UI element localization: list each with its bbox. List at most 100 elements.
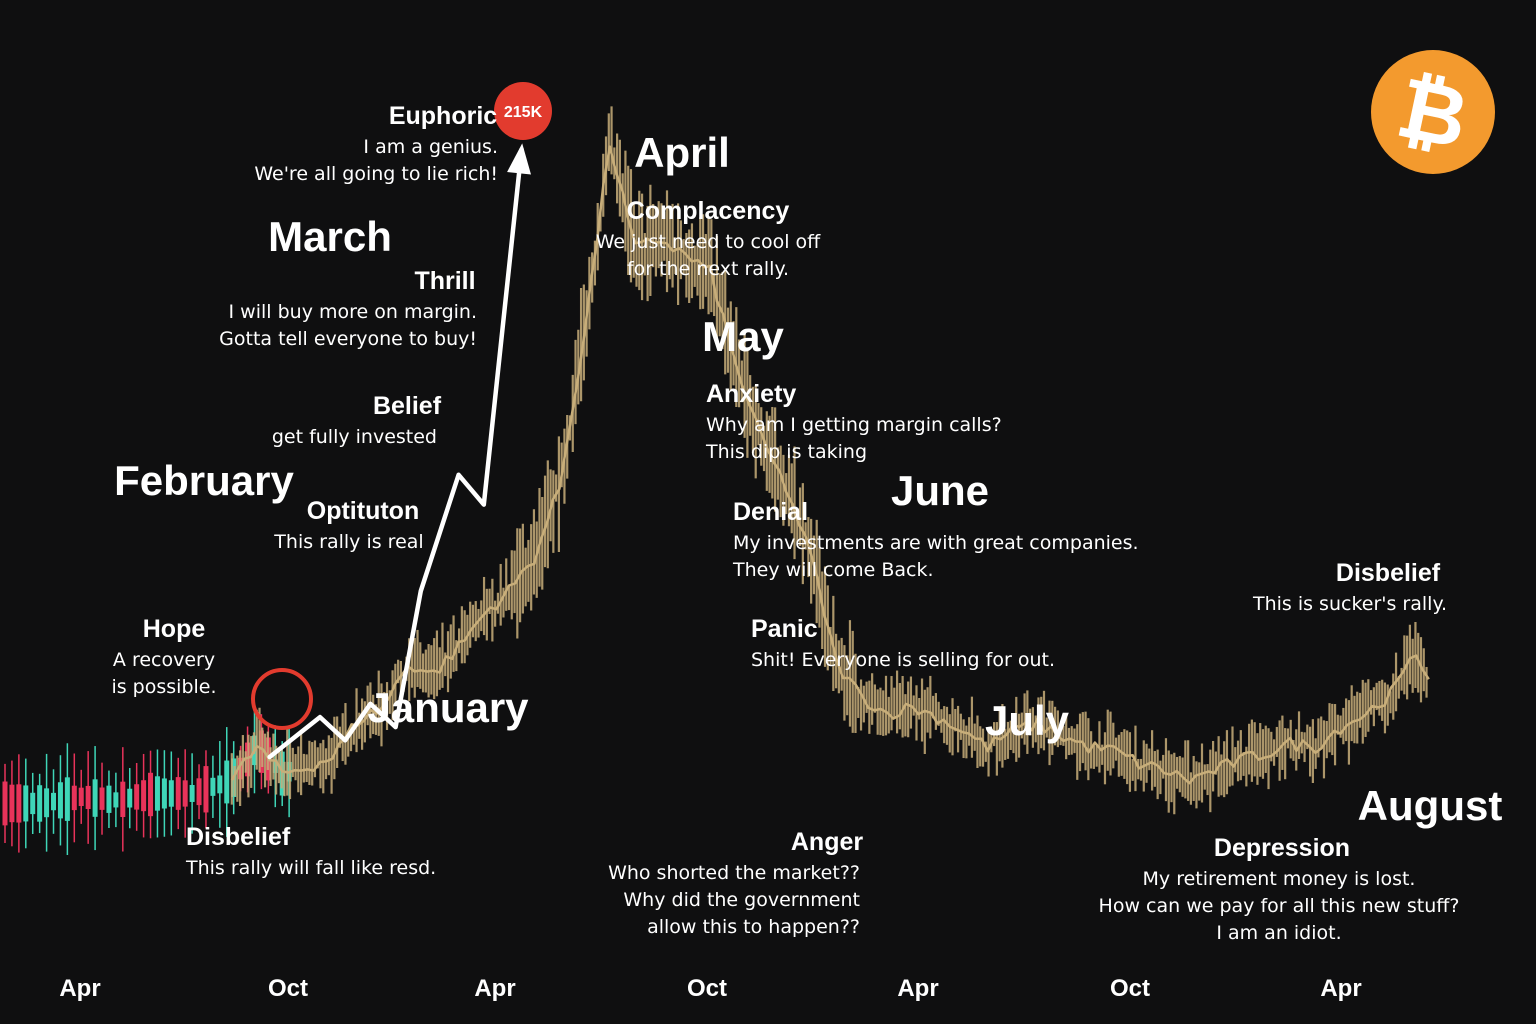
candle [113, 772, 119, 828]
candle-body [210, 777, 216, 796]
candle-body [9, 784, 15, 823]
stage-title: Anger [791, 828, 864, 856]
candle-body [161, 778, 167, 809]
stage-panic: Panic Shit! Everyone is selling for out. [751, 615, 1055, 671]
stage-text-line: My retirement money is lost. [1143, 868, 1416, 890]
candle [44, 753, 50, 852]
month-label-june: June [891, 467, 989, 514]
x-tick-label: Apr [59, 975, 100, 1002]
stage-thrill: Thrill I will buy more on margin. Gotta te… [219, 267, 477, 350]
candle [154, 749, 160, 838]
candle-body [168, 780, 174, 807]
bitcoin-logo: ₿ [1371, 50, 1495, 174]
candle-body [182, 780, 188, 807]
candlestick-series [2, 707, 292, 855]
candle-body [196, 778, 202, 806]
stage-text-line: I am a genius. [363, 136, 498, 158]
candle-body [141, 780, 147, 812]
month-label-july: July [985, 697, 1070, 744]
candle [16, 754, 22, 853]
candle [64, 743, 70, 855]
stage-text-line: How can we pay for all this new stuff? [1099, 895, 1460, 917]
candle-body [57, 782, 63, 819]
month-label-january: January [367, 684, 529, 731]
stage-disbelief: Disbelief This rally will fall like resd. [185, 823, 436, 879]
candle-body [92, 779, 98, 817]
candle [182, 749, 188, 838]
candle-body [203, 766, 209, 813]
candle [141, 753, 147, 838]
stage-text-line: allow this to happen?? [647, 916, 860, 938]
stage-disbelief: Disbelief This is sucker's rally. [1252, 559, 1447, 615]
candle [99, 762, 105, 835]
month-label-march: March [268, 213, 392, 260]
stage-text-line: We just need to cool off [596, 231, 821, 253]
stage-belief: Belief get fully invested [272, 392, 442, 448]
candle [106, 770, 112, 829]
candle [196, 764, 202, 820]
candle [30, 772, 36, 834]
stage-hope: Hope A recovery is possible. [111, 615, 216, 698]
price-line [230, 145, 1430, 785]
candle [175, 757, 181, 830]
stage-text-line: for the next rally. [627, 258, 789, 280]
candle [224, 727, 230, 837]
x-axis: Apr Oct Apr Oct Apr Oct Apr [59, 975, 1361, 1002]
candle-body [51, 792, 57, 811]
candle [85, 751, 91, 844]
stage-annotations: Disbelief This rally will fall like resd.… [111, 102, 1459, 944]
candle [71, 753, 77, 843]
candle-body [106, 785, 112, 813]
candle [189, 753, 195, 834]
stage-text-line: Shit! Everyone is selling for out. [751, 649, 1055, 671]
candle-body [189, 784, 195, 802]
x-tick-label: Oct [268, 975, 308, 1002]
stage-text-line: get fully invested [272, 426, 437, 448]
candle [57, 755, 63, 846]
candle-body [134, 784, 140, 810]
candle [210, 755, 216, 818]
x-tick-label: Oct [1110, 975, 1150, 1002]
candle [120, 747, 126, 852]
stage-text-line: This rally is real [273, 531, 423, 553]
peak-badge: 215K [494, 82, 552, 140]
peak-badge-circle [494, 82, 552, 140]
stage-text-line: Why did the government [623, 889, 860, 911]
candle [148, 750, 154, 839]
stage-title: Panic [751, 615, 818, 643]
stage-title: Thrill [414, 267, 475, 295]
month-label-august: August [1358, 782, 1503, 829]
stage-text-line: Why am I getting margin calls? [706, 414, 1002, 436]
stage-title: Denial [733, 498, 808, 526]
month-labels: January February March April May June July Augu… [114, 129, 1502, 829]
candle-body [30, 792, 36, 815]
stage-text-line: I am an idiot. [1216, 922, 1341, 944]
candle-body [127, 788, 133, 808]
candle [168, 751, 174, 836]
candle-body [113, 792, 119, 808]
month-label-april: April [634, 129, 730, 176]
stage-title: Disbelief [1336, 559, 1441, 587]
candle-body [44, 788, 50, 818]
stage-denial: Denial My investments are with great comp… [732, 498, 1139, 581]
candle-body [154, 776, 160, 811]
stage-title: Depression [1214, 834, 1350, 862]
stage-anxiety: Anxiety Why am I getting margin calls? Thi… [705, 380, 1002, 463]
stage-text-line: My investments are with great companies. [733, 532, 1139, 554]
stage-text-line: A recovery [113, 649, 215, 671]
candle [203, 750, 209, 829]
stage-text-line: This rally will fall like resd. [185, 857, 436, 879]
candle-body [148, 772, 154, 817]
candle-body [78, 787, 84, 807]
candle-body [37, 785, 43, 822]
month-label-february: February [114, 457, 294, 504]
candle-body [99, 787, 105, 810]
entry-circle-marker [251, 668, 313, 730]
stage-text-line: This is sucker's rally. [1252, 593, 1447, 615]
candle-body [120, 781, 126, 818]
candle [217, 741, 223, 828]
stage-text-line: This dip is taking [705, 441, 867, 463]
stage-title: Complacency [627, 197, 790, 225]
stage-text-line: is possible. [111, 676, 216, 698]
